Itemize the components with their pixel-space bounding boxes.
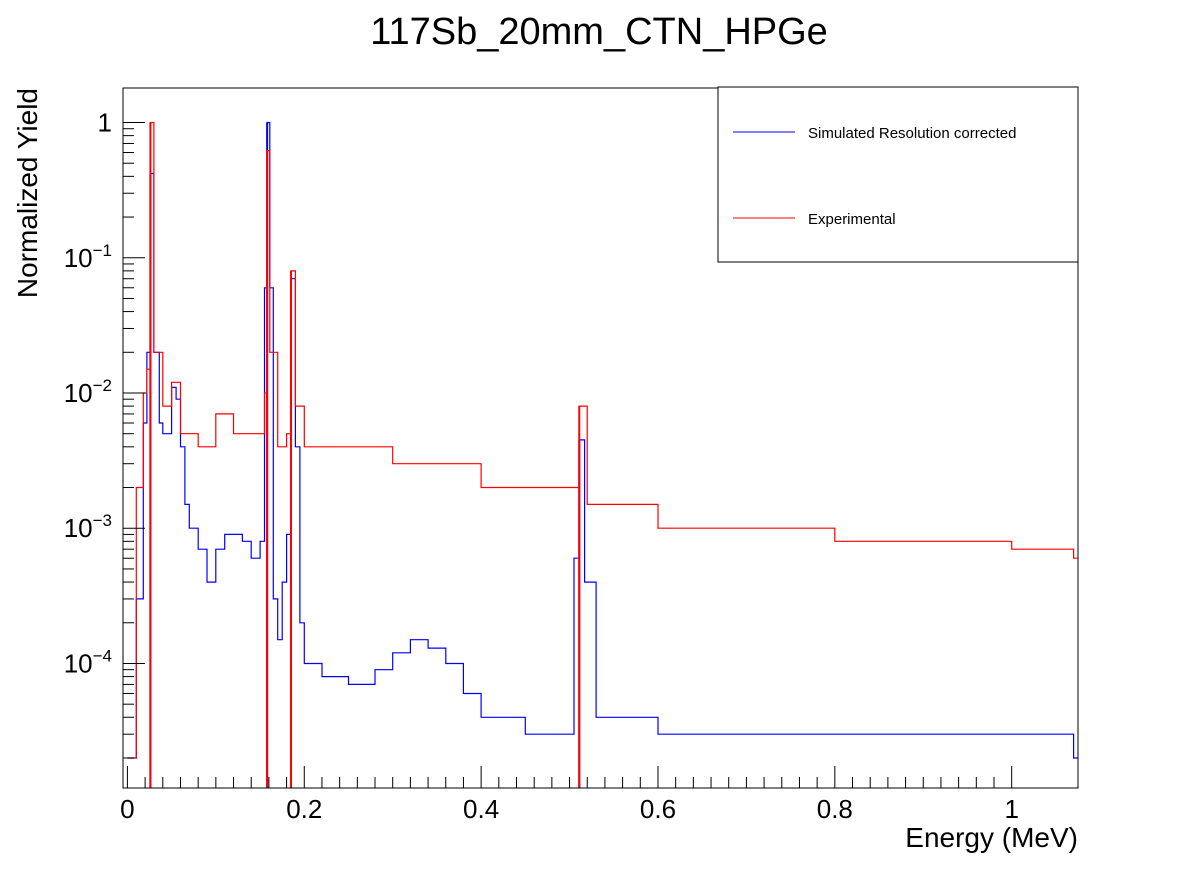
- x-tick-label: 1: [1004, 794, 1018, 824]
- y-axis: 1 10−1 10−2 10−3 10−4: [64, 108, 145, 759]
- series-layer: [127, 121, 1078, 788]
- y-tick-label: 10−1: [64, 241, 112, 273]
- y-tick-label: 10−2: [64, 376, 112, 408]
- x-tick-label: 0: [120, 794, 134, 824]
- x-tick-label: 0.6: [640, 794, 676, 824]
- y-tick-label: 10−4: [64, 646, 112, 678]
- x-tick-label: 0.4: [463, 794, 499, 824]
- x-axis: 0 0.2 0.4 0.6 0.8 1: [120, 766, 1019, 824]
- x-tick-label: 0.2: [286, 794, 322, 824]
- legend-label-experimental: Experimental: [808, 211, 896, 228]
- legend-box: [717, 86, 1079, 263]
- legend-label-simulated: Simulated Resolution corrected: [808, 125, 1016, 142]
- x-tick-label: 0.8: [817, 794, 853, 824]
- y-tick-label: 1: [98, 108, 112, 138]
- y-tick-label: 10−3: [64, 511, 112, 543]
- plot-frame: [122, 87, 1079, 789]
- x-axis-label: Energy (MeV): [905, 822, 1078, 853]
- chart-title: 117Sb_20mm_CTN_HPGe: [370, 11, 828, 53]
- series-experimental-line: [127, 121, 1078, 759]
- legend: Simulated Resolution corrected Experimen…: [717, 86, 1079, 263]
- y-axis-label: Normalized Yield: [12, 88, 43, 298]
